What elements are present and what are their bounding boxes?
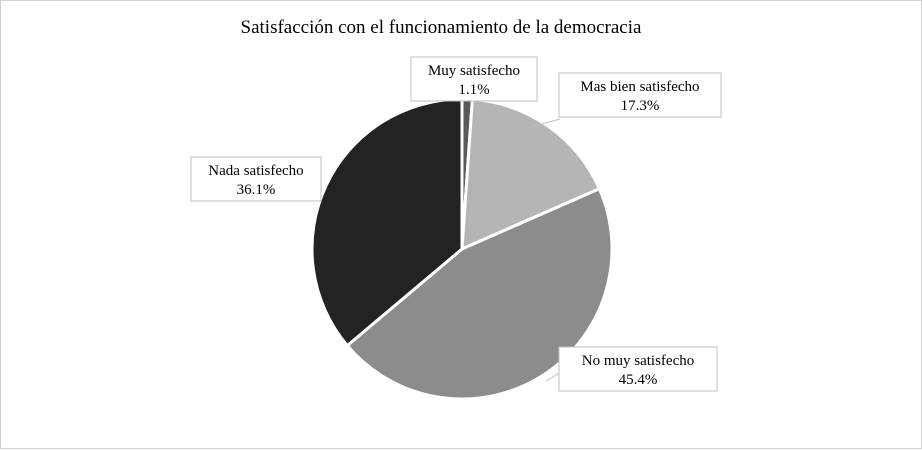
data-label-value: 45.4% (619, 372, 658, 388)
data-label-value: 36.1% (237, 182, 276, 198)
data-label-nada-satisfecho: Nada satisfecho 36.1% (190, 156, 322, 202)
pie-slices (310, 97, 614, 401)
data-label-callouts: Muy satisfecho 1.1% Mas bien satisfecho 17.… (190, 56, 722, 392)
data-label-category: Mas bien satisfecho (580, 79, 699, 95)
data-label-box (558, 72, 722, 118)
data-label-muy-satisfecho: Muy satisfecho 1.1% (410, 56, 538, 102)
pie-slice-nada-satisfecho (310, 97, 464, 348)
data-label-mas-bien-satisfecho: Mas bien satisfecho 17.3% (530, 72, 722, 128)
data-label-category: Muy satisfecho (428, 63, 520, 79)
data-label-box (558, 346, 718, 392)
data-label-value: 17.3% (621, 98, 660, 114)
leader-line (545, 372, 561, 382)
data-label-category: Nada satisfecho (208, 163, 303, 179)
data-label-no-muy-satisfecho: No muy satisfecho 45.4% (545, 346, 718, 392)
chart-title: Satisfacción con el funcionamiento de la… (241, 17, 643, 38)
data-label-category: No muy satisfecho (582, 353, 694, 369)
data-label-box (190, 156, 322, 202)
data-label-value: 1.1% (458, 82, 489, 98)
leader-line (530, 118, 561, 128)
pie-slice-no-muy-satisfecho (345, 186, 614, 401)
data-label-box (410, 56, 538, 102)
